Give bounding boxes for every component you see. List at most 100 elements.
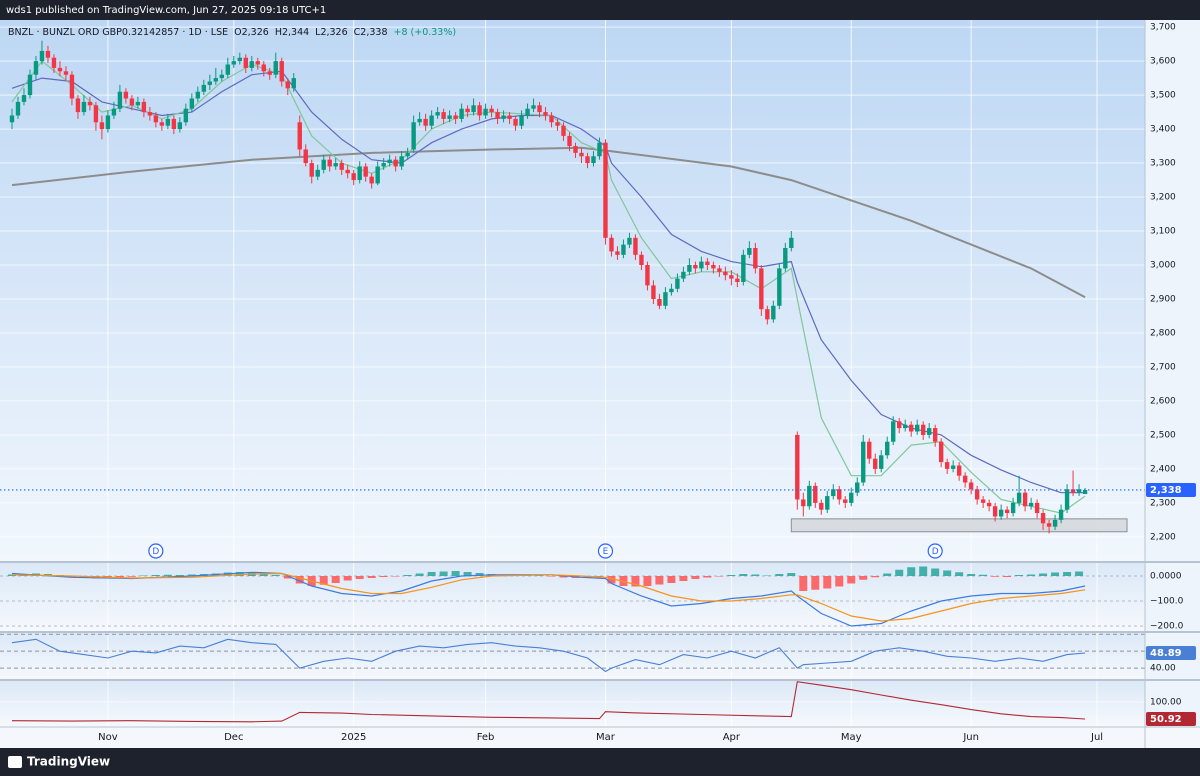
candle-body (663, 292, 668, 306)
x-tick-label: Feb (477, 732, 495, 743)
x-tick-label: Mar (596, 732, 616, 743)
candle-body (297, 122, 302, 150)
histogram-bar (115, 576, 124, 578)
candle-body (87, 101, 93, 106)
candle-body (998, 509, 1004, 517)
candle-body (938, 441, 944, 463)
candle-body (9, 115, 15, 123)
price-badge (1146, 646, 1196, 661)
candle-body (777, 268, 782, 306)
candle-body (687, 265, 692, 272)
candle-body (789, 237, 794, 249)
histogram-bar (1063, 572, 1072, 576)
y-tick-label: 3,500 (1150, 91, 1176, 101)
candle-body (543, 112, 548, 116)
candle-body (1040, 513, 1046, 524)
histogram-bar (631, 576, 640, 587)
candle-body (321, 159, 326, 170)
candle-body (573, 146, 578, 153)
candle-body (513, 118, 518, 126)
candle-body (956, 465, 962, 476)
histogram-bar (739, 574, 748, 576)
candle-body (1004, 509, 1010, 514)
candle-body (51, 57, 57, 68)
indicator-line (11, 638, 1086, 673)
candle-body (141, 101, 147, 113)
footer-bar (0, 748, 1200, 776)
candle-body (1064, 489, 1070, 510)
candle-body (309, 163, 314, 177)
candle-body (15, 101, 21, 116)
candle-body (417, 118, 422, 123)
candle-body (627, 237, 632, 245)
candle-body (1058, 509, 1064, 520)
header-text: wds1 published on TradingView.com, Jun 2… (6, 5, 326, 16)
support-zone (790, 518, 1128, 533)
event-label: D (932, 547, 939, 557)
candle-body (495, 112, 500, 119)
price-badge (1146, 712, 1196, 727)
candle-body (453, 115, 458, 119)
candle-body (369, 176, 374, 184)
histogram-bar (751, 574, 760, 576)
histogram-bar (7, 574, 16, 576)
candle-body (255, 61, 260, 65)
candle-body (843, 499, 848, 503)
legend-value: L2,326 (315, 27, 348, 38)
candle-body (507, 115, 512, 119)
candle-body (897, 421, 902, 429)
macd-pane (0, 562, 1145, 632)
y-tick-label: 2,700 (1150, 362, 1176, 372)
legend-value: O2,326 (234, 27, 269, 38)
indicator-line (11, 572, 1086, 622)
candle-body (177, 122, 183, 130)
candle-body (1010, 502, 1016, 514)
price-badge-label: 50.92 (1150, 714, 1182, 725)
candle-body (207, 81, 213, 85)
candle-body (669, 288, 674, 293)
candle-body (441, 112, 446, 119)
histogram-bar (259, 574, 268, 576)
y-tick-label: 2,800 (1150, 328, 1176, 338)
candle-body (213, 78, 219, 82)
candle-body (741, 254, 746, 282)
x-tick-label: May (841, 732, 862, 743)
histogram-bar (895, 569, 904, 576)
candle-body (195, 91, 201, 99)
candle-body (849, 492, 854, 503)
candle-body (237, 57, 242, 62)
candle-body (165, 118, 171, 126)
histogram-bar (703, 576, 712, 578)
candle-body (909, 424, 914, 432)
histogram-bar (643, 576, 652, 586)
y-tick-label: −100.0 (1150, 597, 1184, 607)
histogram-bar (1075, 571, 1084, 576)
candle-body (855, 482, 860, 493)
x-tick-label: Nov (98, 732, 118, 743)
candle-body (932, 428, 938, 442)
x-tick-label: Jun (962, 732, 979, 743)
candle-body (813, 485, 818, 503)
candle-body (411, 122, 416, 150)
candle-body (986, 502, 992, 507)
y-tick-label: 2,500 (1150, 430, 1176, 440)
candle-body (735, 278, 740, 282)
candle-body (423, 118, 428, 126)
candle-body (819, 502, 824, 510)
candle-body (171, 118, 177, 130)
y-tick-label: 3,000 (1150, 261, 1176, 271)
candle-body (579, 152, 584, 157)
y-tick-label: 3,700 (1150, 23, 1176, 33)
candle-body (345, 169, 350, 174)
y-tick-label: 100.00 (1150, 697, 1182, 707)
plot-layer: Nov Dec 2025 Feb Mar Apr May Jun Jul 3,700 3,600 3,… (0, 20, 1196, 743)
candle-body (117, 91, 123, 109)
candle-body (926, 428, 932, 435)
histogram-bar (283, 576, 292, 579)
y-tick-label: 40.00 (1150, 664, 1176, 674)
candle-body (639, 254, 644, 266)
candle-body (831, 489, 836, 497)
event-marker (927, 543, 943, 559)
histogram-bar (175, 575, 184, 576)
candle-body (795, 434, 800, 500)
